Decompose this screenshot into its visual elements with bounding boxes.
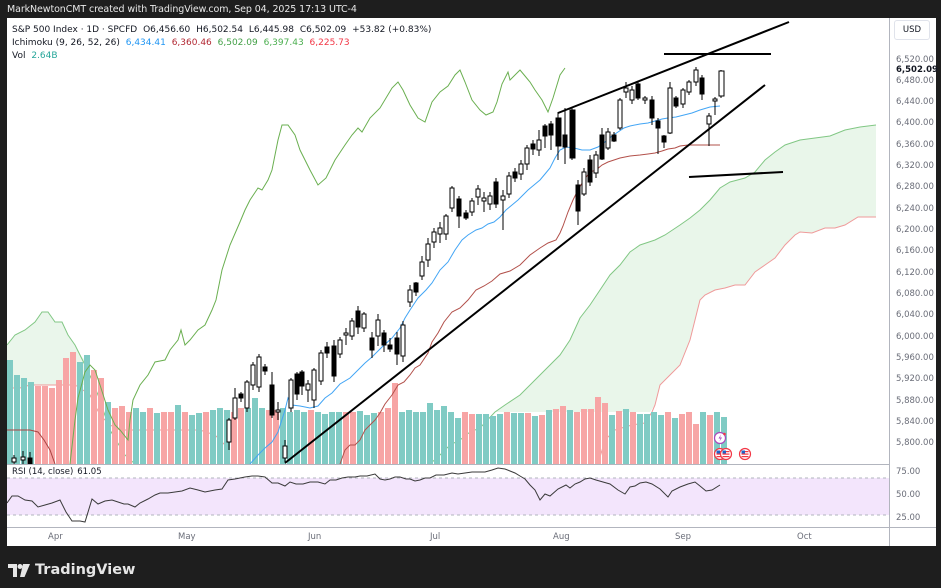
price-tick: 5,880.00 [896, 396, 934, 406]
price-tick: 6,240.00 [896, 204, 934, 214]
ichimoku-row[interactable]: Ichimoku (9, 26, 52, 26) 6,434.41 6,360.… [12, 37, 434, 50]
time-label: Sep [675, 532, 692, 542]
symbol-name[interactable]: S&P 500 Index · 1D · SPCFD [12, 25, 138, 35]
volume-bars [7, 352, 727, 464]
lightning-icon [718, 434, 722, 442]
price-tick: 6,360.00 [896, 140, 934, 150]
rsi-separator[interactable] [7, 464, 935, 465]
time-label: May [178, 532, 196, 542]
rsi-tick: 75.00 [896, 467, 921, 477]
price-tick: 6,280.00 [896, 182, 934, 192]
ichimoku-chikou-value: 6,502.09 [217, 38, 258, 48]
candles [11, 67, 725, 464]
support-horizontal-line[interactable] [688, 171, 784, 178]
ichimoku-kijun-value: 6,360.46 [171, 38, 212, 48]
price-tick: 6,480.00 [896, 76, 934, 86]
tenkan-line [249, 105, 721, 464]
time-label: Oct [797, 532, 812, 542]
price-tick: 5,800.00 [896, 438, 934, 448]
volume-row[interactable]: Vol 2.64B [12, 50, 434, 63]
chart-caption: MarkNewtonCMT created with TradingView.c… [7, 4, 357, 15]
price-tick: 5,920.00 [896, 374, 934, 384]
price-tick: 6,000.00 [896, 332, 934, 342]
price-tick: 6,200.00 [896, 225, 934, 235]
volume-value: 2.64B [31, 51, 58, 61]
tradingview-logo-icon [8, 563, 30, 577]
us-economic-event-icon[interactable] [738, 447, 752, 461]
rsi-value: 61.05 [77, 467, 102, 477]
time-axis[interactable] [7, 527, 889, 546]
kijun-line-main [339, 144, 720, 464]
price-tick: 6,520.00 [896, 55, 934, 65]
ohlc-close: C6,502.09 [299, 25, 347, 35]
span-a-line [429, 124, 877, 464]
ichimoku-label[interactable]: Ichimoku (9, 26, 52, 26) [12, 38, 120, 48]
rsi-pane[interactable] [7, 467, 889, 523]
price-tick: 6,120.00 [896, 268, 934, 278]
symbol-row[interactable]: S&P 500 Index · 1D · SPCFD O6,456.60 H6,… [12, 24, 434, 37]
ohlc-low: L6,445.98 [248, 25, 294, 35]
volume-label[interactable]: Vol [12, 51, 26, 61]
rsi-tick: 50.00 [896, 490, 921, 500]
rsi-tick: 25.00 [896, 513, 921, 523]
rsi-label[interactable]: RSI (14, close) [12, 467, 74, 477]
price-tick: 6,320.00 [896, 161, 934, 171]
price-tick: 5,960.00 [896, 353, 934, 363]
axis-corner[interactable] [889, 527, 936, 546]
time-label: Jul [430, 532, 441, 542]
rsi-line [7, 467, 721, 523]
chikou-span-line [69, 67, 566, 464]
rsi-legend[interactable]: RSI (14, close) 61.05 [12, 467, 102, 477]
price-change: +53.82 (+0.83%) [352, 25, 432, 35]
currency-button[interactable]: USD [894, 20, 930, 40]
price-tick: 6,080.00 [896, 289, 934, 299]
price-axis[interactable] [889, 18, 936, 527]
price-tick: 6,160.00 [896, 246, 934, 256]
ohlc-high: H6,502.54 [196, 25, 243, 35]
price-tick: 6,440.00 [896, 97, 934, 107]
ichimoku-tenkan-value: 6,434.41 [125, 38, 166, 48]
event-icons[interactable] [713, 431, 752, 461]
time-label: Apr [48, 532, 63, 542]
kijun-line [7, 429, 56, 464]
ichimoku-span-b-value: 6,225.73 [309, 38, 350, 48]
price-tick: 6,040.00 [896, 310, 934, 320]
trendlines [284, 21, 790, 464]
ohlc-open: O6,456.60 [143, 25, 191, 35]
last-price-label: 6,502.09 [896, 65, 938, 75]
time-label: Aug [553, 532, 570, 542]
price-tick: 6,400.00 [896, 118, 934, 128]
ichimoku-cloud-main [495, 125, 876, 412]
wedge-lower-trendline[interactable] [284, 84, 766, 464]
us-economic-event-icon[interactable] [719, 447, 733, 461]
brand-name: TradingView [35, 562, 136, 578]
time-label: Jun [308, 532, 322, 542]
chart-legend: S&P 500 Index · 1D · SPCFD O6,456.60 H6,… [12, 24, 434, 63]
wedge-upper-trendline[interactable] [557, 21, 790, 114]
price-tick: 5,840.00 [896, 417, 934, 427]
tradingview-logo[interactable]: TradingView [8, 560, 135, 580]
ichimoku-span-a-value: 6,397.43 [263, 38, 304, 48]
